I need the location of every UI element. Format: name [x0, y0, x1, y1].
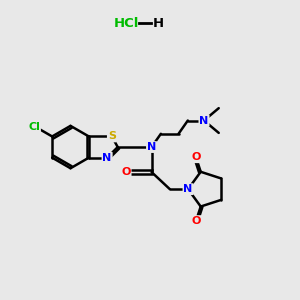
Text: Cl: Cl: [28, 122, 40, 132]
Text: N: N: [147, 142, 156, 152]
Text: O: O: [191, 152, 201, 162]
Text: H: H: [153, 17, 164, 30]
Text: N: N: [184, 184, 193, 194]
Text: S: S: [108, 131, 116, 142]
Text: HCl: HCl: [114, 17, 139, 30]
Text: N: N: [200, 116, 208, 125]
Text: O: O: [191, 216, 201, 226]
Text: N: N: [103, 153, 112, 163]
Text: O: O: [121, 167, 130, 177]
